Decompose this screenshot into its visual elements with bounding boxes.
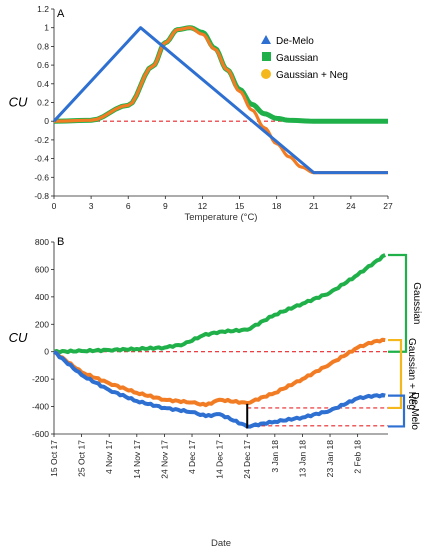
legend-item-gaussian-neg: Gaussian + Neg	[261, 69, 348, 81]
y-tick-label: 0	[44, 347, 49, 357]
y-tick-label: 600	[35, 264, 49, 274]
x-tick-label: 15	[235, 201, 245, 211]
x-tick-label: 3 Jan 18	[270, 440, 280, 473]
bracket-label-gaussian: Gaussian	[411, 282, 422, 324]
bracket-label-de-melo: De-Melo	[409, 392, 420, 430]
x-tick-label: 18	[272, 201, 282, 211]
x-tick-label: 24 Dec 17	[242, 440, 252, 479]
x-tick-label: 15 Oct 17	[49, 440, 59, 477]
panel-b-label: B	[57, 236, 64, 248]
series-line-gaussian-neg	[53, 337, 386, 408]
legend-label-gaussian: Gaussian	[276, 53, 318, 64]
y-tick-label: 800	[35, 237, 49, 247]
y-tick-label: 0.6	[37, 60, 49, 70]
series-line-gaussian-neg	[53, 26, 388, 175]
series-line-de-melo	[52, 349, 386, 429]
y-tick-label: -200	[32, 374, 49, 384]
x-tick-label: 9	[163, 201, 168, 211]
y-tick-label: 0	[44, 116, 49, 126]
y-tick-label: -0.2	[34, 135, 49, 145]
panel-a-legend: De-Melo Gaussian Gaussian + Neg	[261, 35, 348, 81]
x-tick-label: 12	[198, 201, 208, 211]
series-line-de-melo	[52, 26, 388, 175]
x-tick-label: 13 Jan 18	[297, 440, 307, 478]
x-tick-label: 21	[309, 201, 319, 211]
legend-item-de-melo: De-Melo	[261, 35, 314, 47]
series-line-gaussian	[53, 253, 387, 355]
x-tick-label: 0	[52, 201, 57, 211]
x-tick-label: 4 Nov 17	[104, 440, 114, 474]
legend-item-gaussian: Gaussian	[262, 52, 318, 64]
bracket-gaussian	[388, 253, 408, 353]
x-tick-label: 25 Oct 17	[77, 440, 87, 477]
y-tick-label: -0.4	[34, 154, 49, 164]
x-tick-label: 24	[346, 201, 356, 211]
x-tick-label: 24 Nov 17	[159, 440, 169, 479]
y-tick-label: 1	[44, 23, 49, 33]
panel-a: A CU Temperature (°C) -0.8 -0.6 -0.4 -0.2 0 0…	[9, 4, 393, 223]
y-tick-label: -400	[32, 402, 49, 412]
panel-a-y-axis-label: CU	[9, 95, 28, 110]
bracket-de-melo	[388, 394, 406, 428]
panel-b: B CU Date -600 -400 -200 0 200 400 600 800 15 Oc…	[9, 236, 422, 549]
square-icon	[262, 52, 271, 61]
triangle-icon	[261, 35, 271, 44]
x-tick-label: 2 Feb 18	[353, 440, 363, 474]
y-tick-label: -0.8	[34, 191, 49, 201]
panel-a-label: A	[57, 8, 65, 20]
bracket-gaussian-neg	[388, 338, 403, 410]
panel-b-x-axis-label: Date	[211, 538, 231, 549]
x-tick-label: 14 Nov 17	[132, 440, 142, 479]
panel-a-x-axis-label: Temperature (°C)	[185, 212, 258, 223]
y-tick-label: -0.6	[34, 172, 49, 182]
y-tick-label: -600	[32, 429, 49, 439]
x-tick-label: 14 Dec 17	[215, 440, 225, 479]
legend-label-de-melo: De-Melo	[276, 36, 314, 47]
y-tick-label: 0.8	[37, 41, 49, 51]
x-tick-label: 4 Dec 17	[187, 440, 197, 474]
y-tick-label: 1.2	[37, 4, 49, 14]
y-tick-label: 0.4	[37, 79, 49, 89]
x-tick-label: 3	[89, 201, 94, 211]
circle-icon	[261, 69, 271, 79]
legend-label-gaussian-neg: Gaussian + Neg	[276, 70, 348, 81]
y-tick-label: 200	[35, 319, 49, 329]
x-tick-label: 6	[126, 201, 131, 211]
panel-b-y-axis-label: CU	[9, 330, 28, 345]
x-tick-label: 27	[383, 201, 393, 211]
y-tick-label: 0.2	[37, 98, 49, 108]
bracket-label-gaussian-neg: Gaussian + Neg	[406, 338, 417, 410]
y-tick-label: 400	[35, 292, 49, 302]
x-tick-label: 23 Jan 18	[325, 440, 335, 478]
